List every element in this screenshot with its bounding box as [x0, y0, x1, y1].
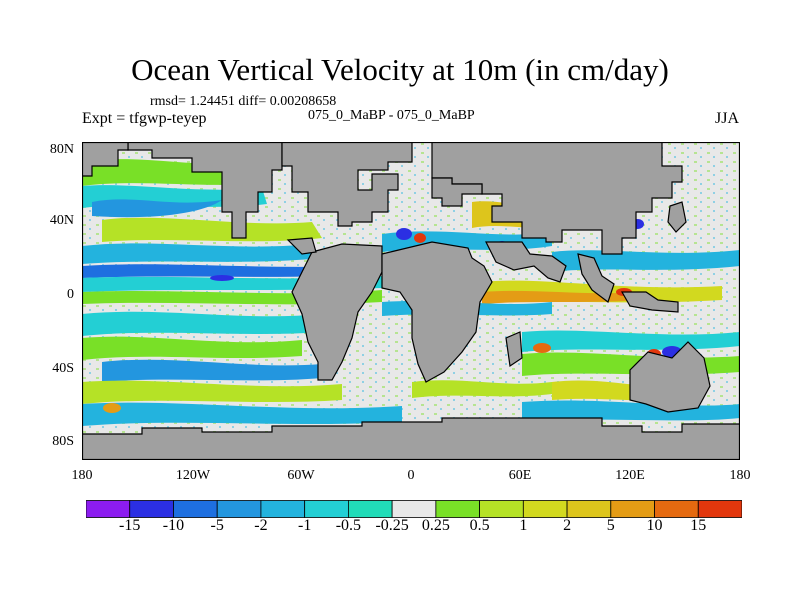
lat-label-40s: 40S	[52, 361, 74, 376]
lon-label-120e: 120E	[615, 468, 645, 483]
field-band	[82, 402, 402, 426]
colorbar-label: -10	[162, 517, 185, 534]
land-canada-greenland	[281, 142, 413, 227]
colorbar-box	[129, 500, 174, 518]
colorbar-box	[697, 500, 742, 518]
land-madagascar	[505, 331, 523, 368]
land-central-america	[286, 237, 317, 255]
lat-label-40n: 40N	[49, 213, 74, 228]
field-extreme	[210, 275, 234, 281]
land-antarctica	[82, 417, 740, 460]
land-north-america	[82, 142, 129, 177]
map-frame	[82, 142, 740, 460]
lon-label-0: 0	[407, 468, 415, 483]
field-band	[82, 243, 322, 264]
colorbar-label: 2	[563, 517, 572, 534]
statistics-line: rmsd= 1.24451 diff= 0.00208658	[150, 94, 337, 109]
field-band	[92, 199, 222, 218]
land-japan-islands	[667, 201, 687, 233]
field-band	[102, 217, 322, 242]
experiment-label: Expt = tfgwp-teyep	[82, 110, 207, 127]
land-indonesia	[620, 291, 679, 313]
field-extreme	[414, 233, 426, 243]
colorbar-box	[347, 500, 393, 518]
colorbar-label: 15	[690, 517, 707, 534]
colorbar-box	[86, 500, 131, 518]
season-label: JJA	[715, 110, 740, 127]
colorbar-box	[435, 500, 480, 518]
lon-label-180e: 180	[729, 468, 751, 483]
case-label: 075_0_MaBP - 075_0_MaBP	[308, 108, 475, 123]
colorbar-label: -5	[210, 517, 224, 534]
colorbar-label: 10	[646, 517, 663, 534]
field-band	[82, 336, 302, 360]
field-band	[412, 380, 552, 398]
colorbar-box	[304, 500, 349, 518]
colorbar-label: -0.5	[335, 517, 362, 534]
colorbar-label: -15	[119, 517, 141, 534]
map-panel: #land path{fill:#a0a0a0;}	[82, 142, 740, 460]
colorbar-box	[566, 500, 612, 518]
colorbar-box	[610, 500, 655, 518]
lat-label-0: 0	[67, 287, 74, 302]
colorbar-label: 5	[606, 517, 615, 534]
lon-label-120w: 120W	[175, 468, 211, 483]
colorbar-label: 0.25	[421, 517, 450, 534]
land-masses	[82, 142, 740, 460]
field-extreme	[103, 403, 121, 413]
field-band	[552, 250, 740, 272]
colorbar-label: -1	[297, 517, 312, 534]
colorbar-box	[260, 500, 306, 518]
colorbar-box	[391, 500, 437, 518]
field-extreme	[396, 228, 412, 240]
colorbar-box	[479, 500, 524, 518]
colorbar-box	[522, 500, 568, 518]
colorbar-label: -0.25	[375, 517, 409, 534]
lon-label-60w: 60W	[287, 468, 315, 483]
land-arabia-india	[485, 241, 567, 283]
lat-label-80n: 80N	[49, 142, 74, 157]
colorbar-label: 1	[519, 517, 528, 534]
lat-label-80s: 80S	[52, 434, 74, 449]
colorbar-label: 0.5	[469, 517, 490, 534]
land-greenland	[127, 142, 283, 239]
land-australia	[629, 341, 711, 413]
field-extreme	[533, 343, 551, 353]
lon-label-180w: 180	[71, 468, 93, 483]
lon-label-60e: 60E	[508, 468, 532, 483]
land-southeast-asia	[577, 253, 615, 303]
field-band	[102, 359, 322, 382]
plot-title: Ocean Vertical Velocity at 10m (in cm/da…	[131, 52, 669, 87]
land-africa	[381, 241, 493, 383]
colorbar	[86, 500, 742, 518]
land-scandinavia	[431, 177, 483, 207]
colorbar-box	[654, 500, 699, 518]
field-band	[82, 380, 342, 404]
colorbar-box	[216, 500, 262, 518]
colorbar-label: -2	[254, 517, 268, 534]
field-band	[82, 311, 322, 336]
colorbar-box	[173, 500, 218, 518]
